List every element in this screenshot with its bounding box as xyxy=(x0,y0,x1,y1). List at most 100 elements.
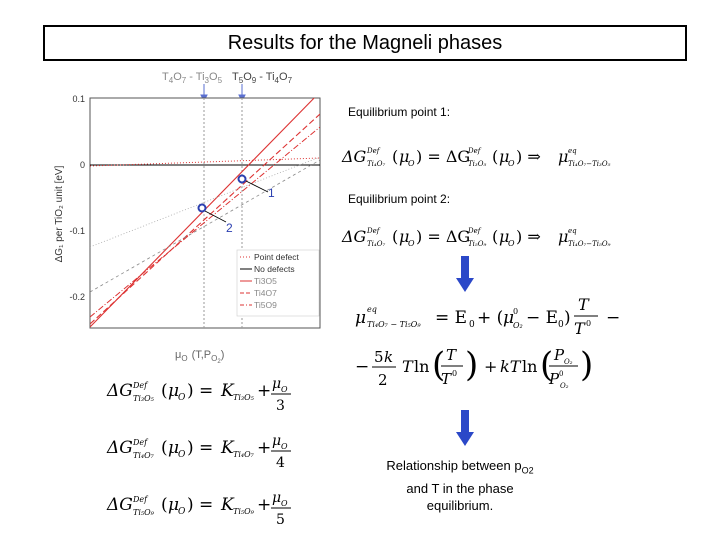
svg-text:) =: ) = xyxy=(187,495,213,515)
svg-text:O: O xyxy=(178,393,186,403)
svg-text:ΔG: ΔG xyxy=(106,438,133,458)
svg-text:) = ΔG: ) = ΔG xyxy=(416,227,470,246)
svg-text:μ: μ xyxy=(355,308,366,328)
svg-text:(: ( xyxy=(540,345,553,385)
svg-text:O: O xyxy=(178,507,186,517)
svg-text:eq: eq xyxy=(568,147,577,155)
svg-text:): ) xyxy=(580,345,593,385)
eq2-label: Equilibrium point 2: xyxy=(348,192,451,206)
svg-text:Ti₃O₅: Ti₃O₅ xyxy=(133,394,155,403)
svg-text:ln: ln xyxy=(414,357,429,376)
svg-text:ΔG: ΔG xyxy=(106,495,133,515)
energy-chart: T4O7 - Ti3O5 T5O9 - Ti4O7 0.1 0 -0.1 -0.… xyxy=(54,71,321,365)
svg-text:Def: Def xyxy=(366,227,381,235)
relationship-sub: O2 xyxy=(521,465,534,476)
slide-title-text: Results for the Magneli phases xyxy=(227,31,503,54)
svg-text:Ti₅O₉: Ti₅O₉ xyxy=(468,240,486,248)
svg-text:ΔG: ΔG xyxy=(106,381,133,401)
ytick-label: 0 xyxy=(80,160,85,170)
svg-text:): ) xyxy=(564,308,571,328)
y-axis-label: ΔG₁ per TiO₂ unit [eV] xyxy=(54,165,65,262)
svg-text:Ti₃O₅: Ti₃O₅ xyxy=(233,393,255,402)
eq1-label: Equilibrium point 1: xyxy=(348,105,451,119)
svg-text:(: ( xyxy=(492,147,498,166)
svg-text:Ti₄O₇−Ti₃O₅: Ti₄O₇−Ti₃O₅ xyxy=(568,160,611,168)
svg-text:4: 4 xyxy=(276,455,285,471)
svg-text:μ: μ xyxy=(272,376,281,392)
svg-text:μ: μ xyxy=(168,381,179,401)
svg-text:μ: μ xyxy=(399,227,409,246)
svg-text:0: 0 xyxy=(469,320,475,330)
svg-text:eq: eq xyxy=(367,305,377,314)
svg-text:0: 0 xyxy=(513,307,518,316)
svg-text:Ti₄O₇: Ti₄O₇ xyxy=(233,450,255,459)
svg-text:) =: ) = xyxy=(187,381,213,401)
legend-ti4o7: Ti4O7 xyxy=(254,288,277,298)
svg-text:0: 0 xyxy=(586,319,591,328)
svg-text:) =: ) = xyxy=(187,438,213,458)
svg-text:O₂: O₂ xyxy=(564,358,573,366)
svg-text:μ: μ xyxy=(499,147,509,166)
svg-text:Ti₄O₇−Ti₅O₉: Ti₄O₇−Ti₅O₉ xyxy=(568,240,611,248)
svg-text:) ⇒: ) ⇒ xyxy=(516,227,541,246)
top-label-2: T5O9 - Ti4O7 xyxy=(232,71,293,85)
ytick-label: 0.1 xyxy=(72,94,85,104)
svg-text:ΔG: ΔG xyxy=(341,147,367,166)
svg-text:Ti₄O₇: Ti₄O₇ xyxy=(367,160,385,168)
svg-text:−: − xyxy=(606,308,620,328)
svg-text:(: ( xyxy=(392,147,398,166)
svg-text:kT: kT xyxy=(500,357,522,376)
svg-text:T: T xyxy=(402,357,414,376)
svg-text:T: T xyxy=(578,295,590,314)
legend-no-defects: No defects xyxy=(254,264,295,274)
series-ti5o9 xyxy=(90,126,320,318)
svg-text:(: ( xyxy=(161,381,168,401)
svg-text:Def: Def xyxy=(366,147,381,155)
svg-text:Def: Def xyxy=(467,227,482,235)
x-axis-label: μO (T,PO2) xyxy=(175,349,224,365)
svg-text:+: + xyxy=(257,381,271,401)
svg-text:ln: ln xyxy=(522,357,537,376)
svg-text:(: ( xyxy=(492,227,498,246)
point-1-marker xyxy=(237,174,247,184)
svg-text:K: K xyxy=(220,438,235,458)
svg-text:T: T xyxy=(441,370,452,388)
svg-text:0: 0 xyxy=(452,369,457,378)
svg-text:Ti₄O₇: Ti₄O₇ xyxy=(133,451,155,460)
svg-text:+: + xyxy=(484,357,497,376)
svg-text:Def: Def xyxy=(132,381,149,390)
ytick-label: -0.2 xyxy=(69,292,85,302)
svg-text:μ: μ xyxy=(399,147,409,166)
svg-text:) = ΔG: ) = ΔG xyxy=(416,147,470,166)
svg-text:O: O xyxy=(508,239,515,248)
svg-text:μ: μ xyxy=(272,490,281,506)
svg-text:μ: μ xyxy=(558,227,568,246)
svg-text:ΔG: ΔG xyxy=(341,227,367,246)
svg-text:2: 2 xyxy=(378,371,388,389)
svg-text:μ: μ xyxy=(168,438,179,458)
svg-text:O₂: O₂ xyxy=(560,382,569,390)
svg-text:μ: μ xyxy=(168,495,179,515)
svg-text:P: P xyxy=(553,346,565,364)
top-label-1: T4O7 - Ti3O5 xyxy=(162,71,223,85)
svg-text:P: P xyxy=(548,370,560,388)
svg-text:μ: μ xyxy=(558,147,568,166)
svg-text:− E: − E xyxy=(526,308,558,328)
svg-text:= E: = E xyxy=(435,308,467,328)
svg-text:T: T xyxy=(574,319,586,338)
svg-text:μ: μ xyxy=(272,433,281,449)
svg-text:5: 5 xyxy=(374,348,384,366)
svg-text:Ti₃O₅: Ti₃O₅ xyxy=(468,160,486,168)
svg-text:eq: eq xyxy=(568,227,577,235)
svg-text:0: 0 xyxy=(559,370,563,378)
svg-text:O: O xyxy=(178,450,186,460)
relationship-line-2: and T in the phase xyxy=(406,480,514,496)
svg-text:3: 3 xyxy=(276,398,285,414)
legend-point-defect: Point defect xyxy=(254,252,300,262)
point-1-label: 1 xyxy=(268,186,275,200)
relationship-line-3: equilibrium. xyxy=(426,497,494,513)
svg-text:T: T xyxy=(446,346,457,364)
